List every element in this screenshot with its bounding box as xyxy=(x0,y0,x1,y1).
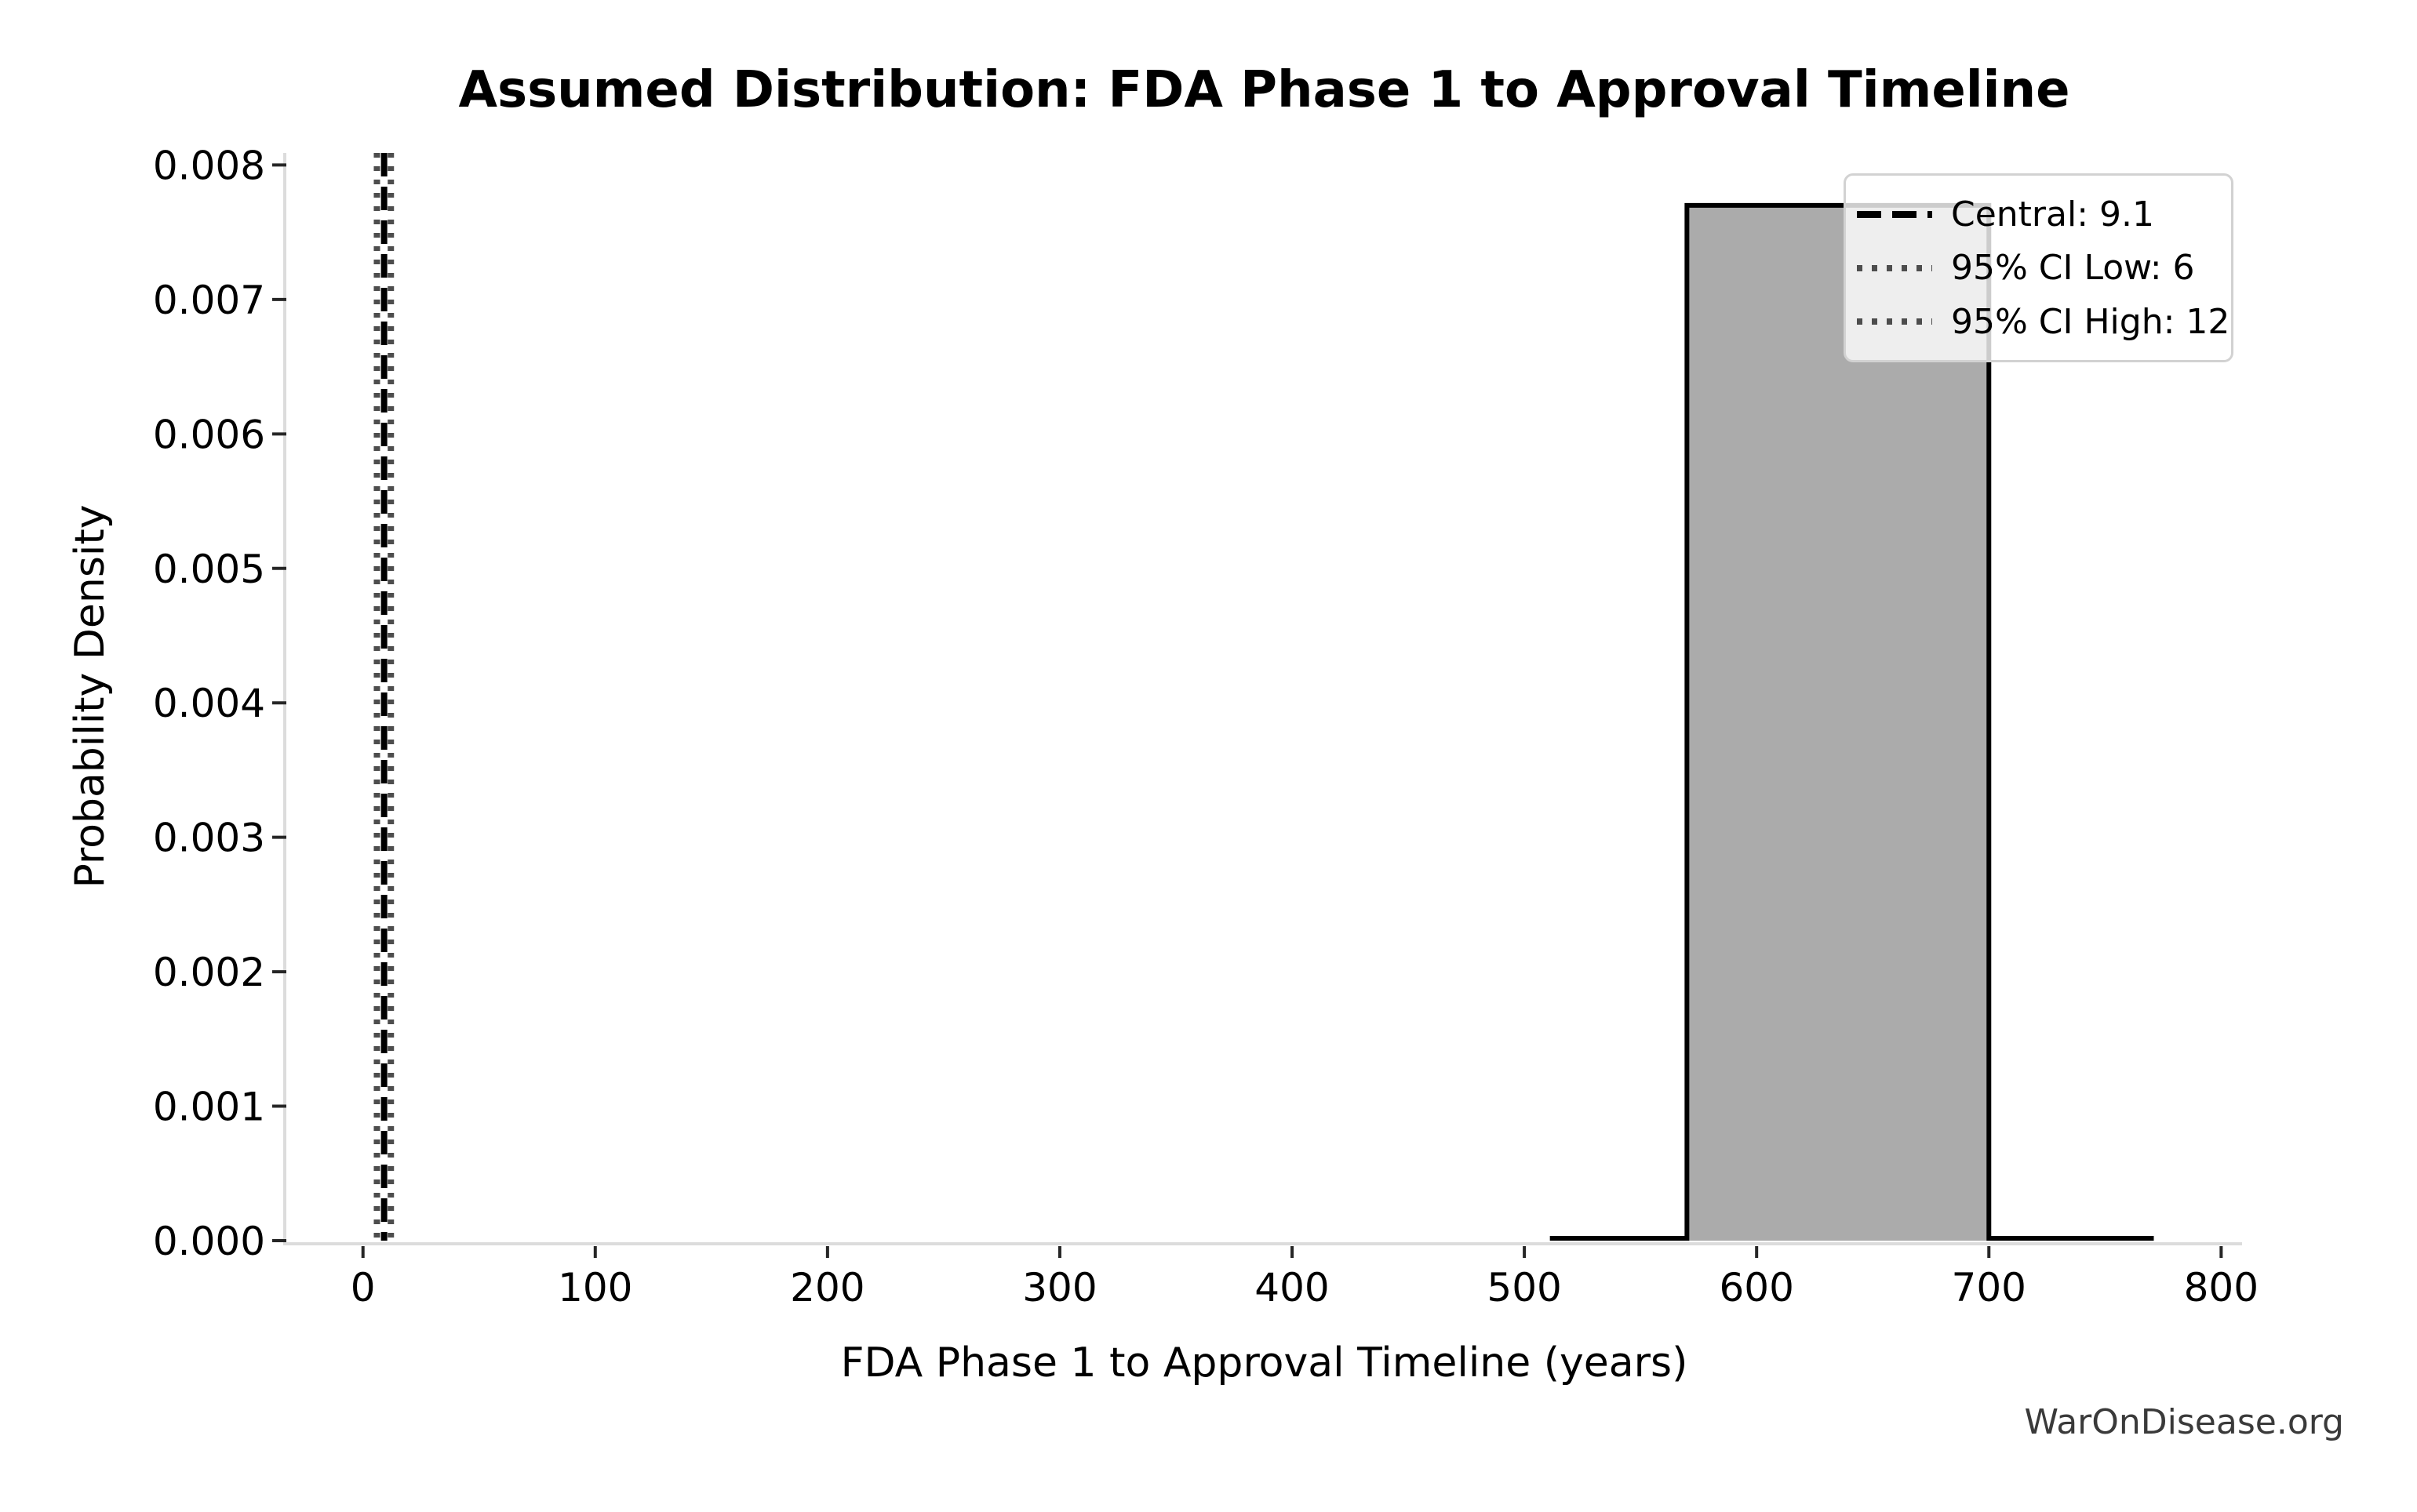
chart-title: Assumed Distribution: FDA Phase 1 to App… xyxy=(458,61,2070,119)
x-tick-label: 200 xyxy=(790,1265,865,1310)
y-tick-label: 0.000 xyxy=(153,1219,265,1264)
x-tick-label: 300 xyxy=(1022,1265,1097,1310)
axes-spines xyxy=(283,153,2242,1245)
x-tick-label: 700 xyxy=(1952,1265,2026,1310)
dotted-line-swatch xyxy=(1857,264,1932,271)
y-axis: 0.000 0.001 0.002 0.003 0.004 0.005 0.006 0.007… xyxy=(153,143,286,1264)
x-tick-label: 500 xyxy=(1487,1265,1561,1310)
x-tick-label: 100 xyxy=(558,1265,632,1310)
x-tick-label: 800 xyxy=(2184,1265,2259,1310)
x-tick-label: 400 xyxy=(1254,1265,1329,1310)
x-axis-label: FDA Phase 1 to Approval Timeline (years) xyxy=(840,1339,1688,1387)
y-tick-label: 0.007 xyxy=(153,278,265,323)
legend-label-central: Central: 9.1 xyxy=(1951,194,2154,234)
legend-label-ci-low: 95% CI Low: 6 xyxy=(1951,248,2195,288)
legend-label-ci-high: 95% CI High: 12 xyxy=(1951,301,2230,342)
density-curve xyxy=(1549,202,2154,1241)
y-tick-label: 0.006 xyxy=(153,412,265,457)
x-tick-label: 600 xyxy=(1719,1265,1793,1310)
legend-item-central: Central: 9.1 xyxy=(1857,194,2219,234)
dotted-line-swatch xyxy=(1857,318,1932,325)
legend-item-ci-high: 95% CI High: 12 xyxy=(1857,302,2230,342)
density-fill xyxy=(1549,205,2154,1241)
y-axis-label: Probability Density xyxy=(67,504,114,889)
x-tick-label: 0 xyxy=(351,1265,376,1310)
y-tick-label: 0.008 xyxy=(153,143,265,188)
y-tick-label: 0.002 xyxy=(153,950,265,995)
y-tick-label: 0.005 xyxy=(153,547,265,592)
dashed-line-swatch xyxy=(1857,210,1932,218)
y-tick-label: 0.001 xyxy=(153,1085,265,1130)
x-axis: 0 100 200 300 400 500 600 700 800 xyxy=(351,1246,2259,1310)
legend: Central: 9.1 95% CI Low: 6 95% CI High: … xyxy=(1844,173,2233,362)
y-tick-label: 0.004 xyxy=(153,681,265,726)
legend-item-ci-low: 95% CI Low: 6 xyxy=(1857,248,2219,288)
y-tick-label: 0.003 xyxy=(153,816,265,861)
watermark: WarOnDisease.org xyxy=(2024,1402,2344,1442)
